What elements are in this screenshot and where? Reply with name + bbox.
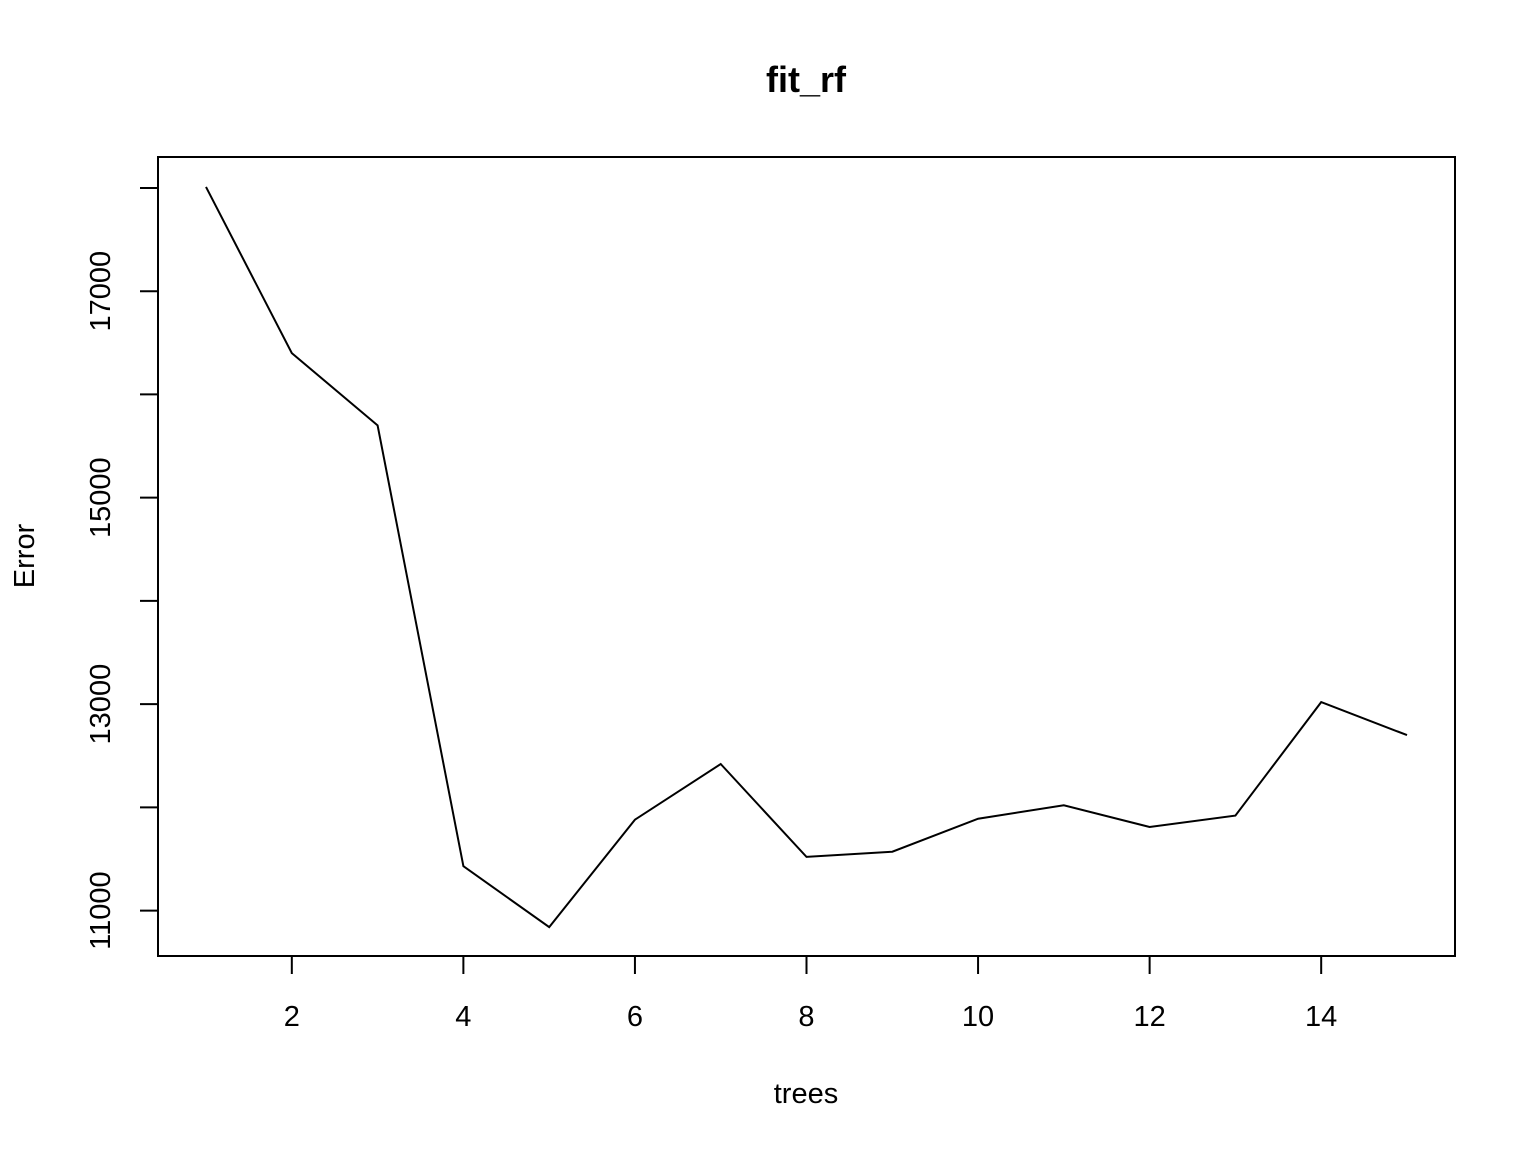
y-tick-label: 15000 bbox=[85, 457, 117, 538]
y-tick-label: 17000 bbox=[85, 251, 117, 332]
y-tick-label: 11000 bbox=[85, 871, 117, 950]
series-line bbox=[205, 186, 1408, 929]
chart-title: fit_rf bbox=[766, 59, 847, 100]
x-tick-label: 10 bbox=[962, 1001, 994, 1033]
x-tick-label: 4 bbox=[455, 1001, 471, 1033]
x-tick-label: 14 bbox=[1305, 1001, 1337, 1033]
x-axis-title: trees bbox=[774, 1078, 838, 1110]
y-axis-title: Error bbox=[9, 523, 41, 588]
x-tick-label: 6 bbox=[627, 1001, 643, 1033]
x-tick-label: 8 bbox=[798, 1001, 814, 1033]
x-axis: 2 4 6 8 10 12 14 bbox=[284, 955, 1337, 1033]
x-tick-label: 12 bbox=[1133, 1001, 1165, 1033]
y-axis: 11000 13000 15000 17000 bbox=[85, 186, 159, 950]
plot-frame bbox=[157, 156, 1456, 957]
x-tick-label: 2 bbox=[284, 1001, 300, 1033]
y-tick-label: 13000 bbox=[85, 664, 117, 745]
